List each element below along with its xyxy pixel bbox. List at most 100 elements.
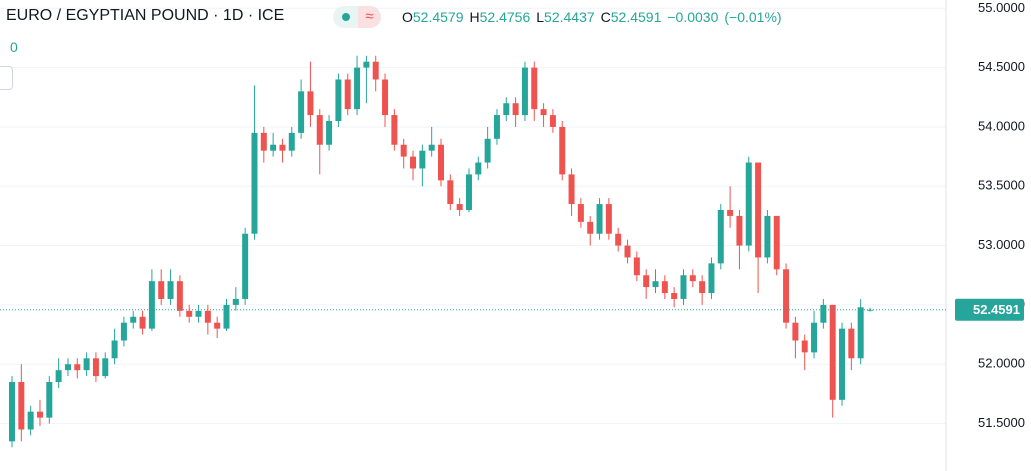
candle-body xyxy=(9,382,15,442)
candle-body xyxy=(242,233,249,299)
candle-body xyxy=(214,322,221,329)
candle-body xyxy=(270,144,277,151)
candle-body xyxy=(652,281,659,288)
candle-body xyxy=(820,304,827,323)
candle-body xyxy=(615,233,622,246)
candle-body xyxy=(195,310,202,317)
candle-body xyxy=(316,115,323,145)
candle-body xyxy=(438,144,444,181)
candle-body xyxy=(559,126,566,175)
candle-body xyxy=(680,275,687,299)
candle-body xyxy=(456,204,463,210)
y-tick-label: 51.5000 xyxy=(978,415,1025,430)
candle-body xyxy=(633,257,640,276)
ohlc-label: C xyxy=(600,9,611,25)
candle-body xyxy=(363,61,370,68)
candle-body xyxy=(829,304,836,400)
candle-body xyxy=(848,328,855,359)
candle-body xyxy=(27,411,34,430)
y-tick-label: 53.5000 xyxy=(978,178,1025,193)
candle-body xyxy=(764,215,771,258)
candle-body xyxy=(717,209,724,264)
candle-body xyxy=(46,382,53,418)
change: −0.0030 xyxy=(667,9,719,25)
market-dot xyxy=(342,13,350,21)
candle-body xyxy=(176,281,183,311)
candle-body xyxy=(531,67,538,110)
candle-body xyxy=(447,180,454,205)
candle-body xyxy=(708,263,715,294)
candle-body xyxy=(587,221,594,234)
candle-body xyxy=(92,358,99,377)
candle-body xyxy=(120,322,127,341)
candle-body xyxy=(36,411,43,418)
candle-body xyxy=(792,322,799,341)
candle-body xyxy=(344,79,351,110)
ohlc-value: 52.4579 xyxy=(412,9,464,25)
candle-body xyxy=(260,132,267,151)
candle-body xyxy=(111,340,118,359)
candle-body xyxy=(354,67,361,110)
candle-body xyxy=(699,281,706,294)
candle-body xyxy=(661,281,668,294)
candle-body xyxy=(465,174,472,210)
ohlc-legend: O52.4579 H52.4756 L52.4437 C52.4591 −0.0030 (… xyxy=(402,9,788,25)
candle-body xyxy=(410,156,417,169)
candle-body xyxy=(391,115,398,145)
candle-body xyxy=(223,304,230,329)
collapse-button[interactable] xyxy=(0,66,13,90)
candle-body xyxy=(736,215,743,246)
candle-body xyxy=(484,138,491,163)
ohlc-value: 52.4437 xyxy=(544,9,595,25)
candle-body xyxy=(204,310,211,323)
ohlc-label: O xyxy=(402,9,413,25)
price-label: 52.4591 xyxy=(973,302,1020,317)
y-tick-label: 54.5000 xyxy=(978,59,1025,74)
symbol-title: EURO / EGYPTIAN POUND · 1D · ICE xyxy=(6,7,285,24)
candle-body xyxy=(773,215,780,270)
candle-body xyxy=(605,204,612,234)
candle-body xyxy=(568,174,575,205)
candle-body xyxy=(475,162,482,175)
ohlc-value: 52.4591 xyxy=(610,9,662,25)
ohlc-label: H xyxy=(469,9,480,25)
candle-body xyxy=(18,382,25,430)
candle-body xyxy=(839,328,846,400)
delay-icon: ≈ xyxy=(358,6,381,28)
candle-body xyxy=(624,245,631,258)
candle-body xyxy=(102,358,109,377)
candle-body xyxy=(130,316,137,323)
candle-body xyxy=(689,275,696,282)
indicator-value: 0 xyxy=(10,39,18,55)
price-label-box xyxy=(955,298,1024,321)
y-tick-label: 55.0000 xyxy=(978,0,1025,15)
candle-body xyxy=(148,281,155,329)
candle-body xyxy=(372,61,379,80)
status-pill[interactable]: ≈ xyxy=(333,6,381,28)
candle-body xyxy=(186,310,193,317)
candle-body xyxy=(727,209,734,216)
candle-body xyxy=(139,316,146,329)
y-tick-label: 53.0000 xyxy=(978,237,1025,252)
y-tick-label: 52.0000 xyxy=(978,356,1025,371)
candle-body xyxy=(251,132,258,234)
candle-body xyxy=(521,67,528,116)
candle-body xyxy=(307,91,314,116)
candle-body xyxy=(577,204,584,222)
candle-body xyxy=(232,298,239,305)
candle-body xyxy=(74,364,81,371)
candle-body xyxy=(643,275,650,288)
candle-body xyxy=(55,370,62,383)
candle-body xyxy=(400,144,407,157)
y-tick-label: 54.0000 xyxy=(978,118,1025,133)
candle-body xyxy=(503,103,510,116)
candle-body xyxy=(783,269,790,323)
candle-body xyxy=(298,91,305,133)
candle-body xyxy=(64,364,71,371)
candle-body xyxy=(745,162,752,246)
candle-body xyxy=(419,150,426,169)
candle-body xyxy=(326,121,333,145)
candle-body xyxy=(857,307,864,359)
